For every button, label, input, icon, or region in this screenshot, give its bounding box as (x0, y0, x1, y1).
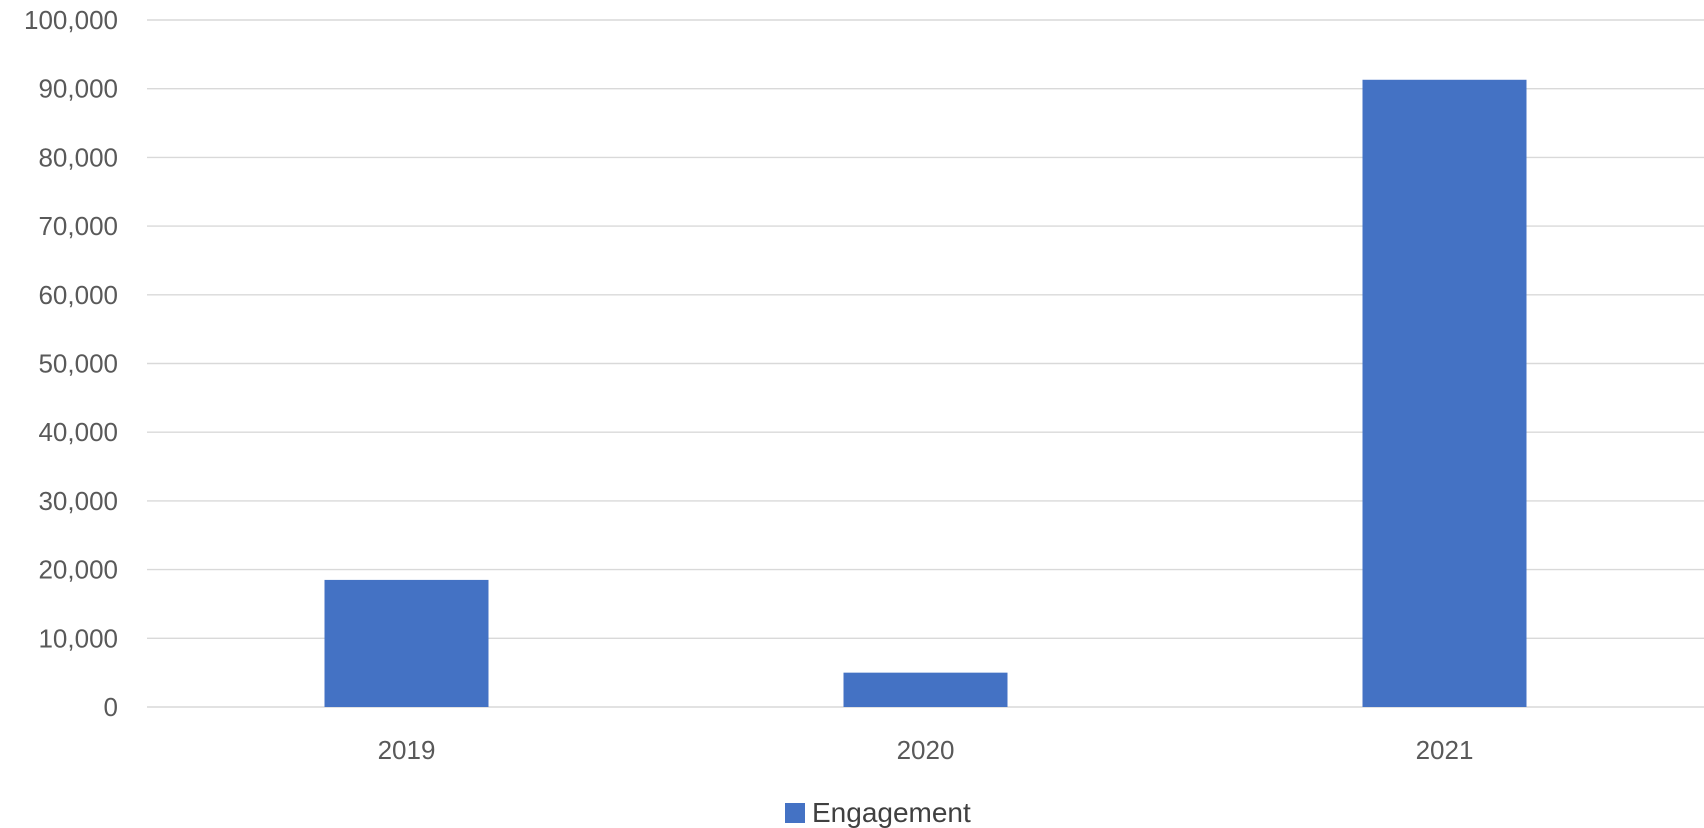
x-tick-label-2021: 2021 (1416, 735, 1474, 765)
y-tick-label: 0 (104, 692, 118, 722)
y-tick-label: 60,000 (38, 280, 118, 310)
y-tick-label: 50,000 (38, 349, 118, 379)
legend-swatch-engagement (785, 803, 805, 823)
y-tick-label: 20,000 (38, 555, 118, 585)
x-axis-tick-labels: 2019 2020 2021 (378, 735, 1474, 765)
legend: Engagement (785, 797, 971, 828)
y-tick-label: 80,000 (38, 142, 118, 172)
bar-2021 (1362, 79, 1527, 708)
bar-2019 (324, 579, 489, 707)
bars (324, 79, 1527, 708)
bar-2020 (843, 672, 1008, 707)
y-tick-label: 30,000 (38, 486, 118, 516)
y-tick-label: 100,000 (24, 5, 118, 35)
x-tick-label-2020: 2020 (897, 735, 955, 765)
x-tick-label-2019: 2019 (378, 735, 436, 765)
y-tick-label: 90,000 (38, 74, 118, 104)
legend-label-engagement: Engagement (812, 797, 971, 828)
y-tick-label: 70,000 (38, 211, 118, 241)
y-tick-label: 40,000 (38, 417, 118, 447)
y-tick-label: 10,000 (38, 623, 118, 653)
y-axis-tick-labels: 0 10,000 20,000 30,000 40,000 50,000 60,000 70,… (24, 5, 118, 722)
